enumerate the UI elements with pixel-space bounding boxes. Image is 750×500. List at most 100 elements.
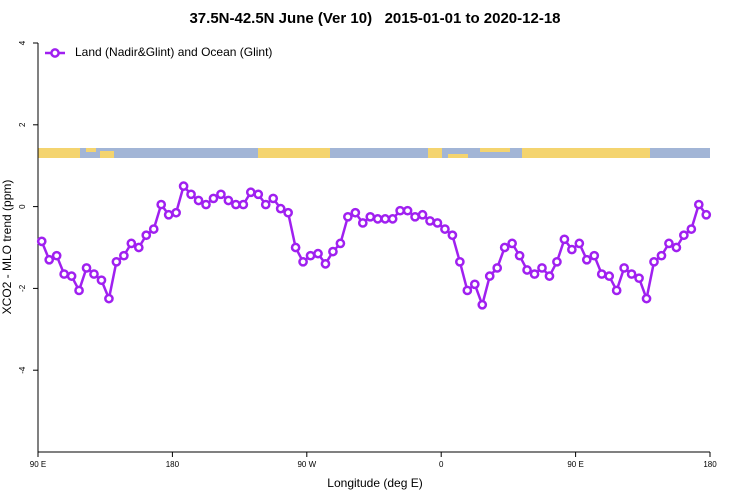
point — [119, 250, 129, 261]
point — [402, 205, 413, 216]
point — [611, 285, 622, 296]
point — [178, 181, 189, 191]
land-ocean-strip — [38, 148, 710, 158]
point — [104, 293, 114, 304]
point — [499, 242, 510, 253]
point — [529, 269, 540, 279]
point — [59, 269, 69, 279]
point — [596, 269, 607, 279]
x-tick-label: 0 — [439, 460, 444, 469]
point — [298, 256, 308, 267]
point — [469, 279, 480, 290]
point — [395, 205, 405, 216]
point — [477, 299, 488, 310]
point — [201, 199, 211, 210]
point — [626, 269, 637, 279]
legend-label: Land (Nadir&Glint) and Ocean (Glint) — [75, 45, 272, 59]
point — [81, 263, 92, 273]
point — [66, 271, 77, 281]
y-tick-label: 2 — [18, 122, 27, 127]
x-axis-label: Longitude (deg E) — [327, 476, 422, 490]
point — [268, 193, 279, 204]
point — [186, 189, 196, 200]
point — [328, 246, 338, 257]
point — [51, 250, 62, 261]
point — [507, 238, 517, 249]
point — [425, 216, 435, 226]
x-tick-label: 90 W — [297, 460, 316, 469]
point — [514, 250, 525, 261]
point — [641, 293, 652, 304]
point — [679, 230, 689, 241]
point — [686, 224, 697, 234]
point — [156, 199, 167, 210]
point — [74, 285, 84, 296]
point — [305, 250, 316, 261]
point — [350, 207, 361, 218]
x-tick-label: 180 — [166, 460, 180, 469]
point — [96, 275, 107, 286]
point — [537, 263, 547, 273]
point — [231, 199, 241, 210]
point — [447, 230, 458, 241]
point — [649, 256, 659, 267]
point — [664, 238, 674, 249]
point — [216, 189, 226, 200]
point — [567, 244, 577, 255]
x-tick-label: 180 — [703, 460, 717, 469]
point — [634, 273, 644, 284]
x-tick-label: 90 E — [567, 460, 583, 469]
point — [133, 242, 144, 253]
y-tick-label: 0 — [18, 204, 27, 209]
point — [283, 207, 293, 218]
point — [432, 218, 443, 228]
chart-title: 37.5N-42.5N June (Ver 10) 2015-01-01 to … — [189, 10, 560, 27]
y-tick-label: -2 — [18, 284, 27, 292]
y-tick-label: 4 — [18, 40, 27, 45]
point — [552, 256, 562, 267]
point — [141, 230, 152, 241]
point — [417, 209, 428, 220]
point — [313, 248, 323, 259]
legend-marker — [50, 48, 60, 58]
y-axis-label: XCO2 - MLO trend (ppm) — [0, 180, 14, 315]
y-tick-label: -4 — [18, 366, 27, 374]
point — [223, 195, 234, 206]
point — [462, 285, 473, 296]
point — [275, 203, 286, 214]
point — [544, 271, 555, 281]
point — [522, 265, 532, 275]
x-tick-label: 90 E — [30, 460, 46, 469]
point — [372, 214, 383, 224]
point — [36, 236, 47, 247]
point — [111, 256, 122, 267]
point — [89, 269, 99, 279]
point — [619, 263, 629, 273]
point — [559, 234, 570, 245]
point — [387, 214, 398, 224]
point — [581, 254, 592, 265]
point — [335, 238, 346, 249]
point — [343, 211, 353, 222]
point — [171, 207, 181, 218]
point — [604, 271, 615, 281]
point — [693, 199, 704, 210]
point — [245, 187, 256, 198]
point — [44, 254, 55, 265]
point — [365, 211, 376, 222]
point — [208, 193, 219, 204]
point — [492, 263, 503, 273]
point — [148, 224, 159, 234]
point — [320, 259, 331, 269]
point — [163, 209, 174, 220]
point — [589, 250, 600, 261]
point — [193, 195, 204, 206]
point — [253, 189, 264, 200]
point — [380, 214, 391, 224]
point — [455, 256, 465, 267]
point — [357, 218, 368, 228]
point — [126, 238, 137, 249]
point — [290, 242, 301, 253]
point — [440, 224, 450, 234]
